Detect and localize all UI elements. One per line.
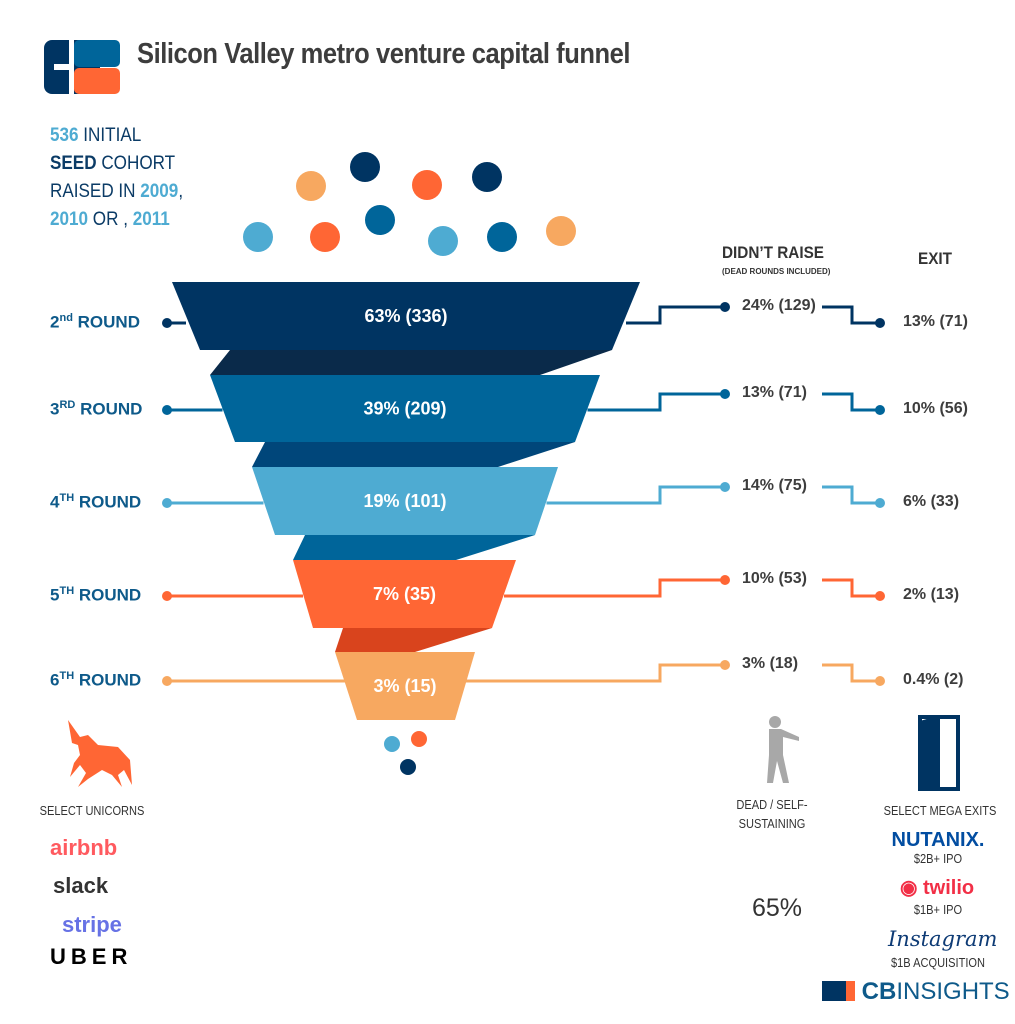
left-dot — [162, 676, 172, 686]
twilio-icon: ◉ — [900, 877, 918, 899]
didnt-raise-subheader: (DEAD ROUNDS INCLUDED) — [722, 267, 831, 276]
funnel-value: 39% (209) — [363, 399, 446, 419]
didnt-raise-dot — [720, 575, 730, 585]
left-dot — [162, 498, 172, 508]
didnt-raise-dot — [720, 660, 730, 670]
funnel-band-2 — [172, 282, 640, 350]
funnel-connector — [293, 535, 535, 560]
exit-line — [822, 578, 880, 598]
exit-value: 0.4% (2) — [903, 671, 964, 688]
didnt-raise-header: DIDN’T RAISE — [722, 243, 825, 262]
didnt-raise-dot — [720, 482, 730, 492]
nutanix-logo: NUTANIX. — [891, 829, 985, 851]
round-label: 2nd ROUND — [50, 312, 140, 332]
slack-logo: slack — [53, 873, 109, 898]
funnel-value: 19% (101) — [363, 491, 446, 511]
seed-dots — [243, 152, 576, 256]
airbnb-logo: airbnb — [50, 835, 118, 860]
exit-value: 13% (71) — [903, 313, 968, 330]
funnel-connector — [210, 350, 612, 375]
exit-dot — [875, 676, 885, 686]
cohort-description: 536 INITIAL SEED COHORT RAISED IN 2009, … — [50, 125, 184, 230]
dead-title: DEAD / SELF- SUSTAINING — [736, 797, 808, 831]
stripe-logo: stripe — [62, 912, 122, 937]
funnel-value: 3% (15) — [373, 676, 436, 696]
didnt-raise-line — [587, 392, 725, 412]
instagram-note: $1B ACQUISITION — [891, 955, 985, 970]
funnel-band-5 — [293, 560, 516, 628]
didnt-raise-line — [465, 663, 725, 683]
twilio-logo: ◉ twilio — [900, 877, 975, 899]
didnt-raise-dot — [720, 389, 730, 399]
exit-value: 10% (56) — [903, 400, 968, 417]
didnt-raise-line — [626, 305, 725, 325]
didnt-raise-value: 3% (18) — [742, 655, 799, 672]
uber-logo: UBER — [50, 944, 133, 969]
page-title: Silicon Valley metro venture capital fun… — [137, 38, 631, 70]
exit-dot — [875, 405, 885, 415]
didnt-raise-value: 24% (129) — [742, 297, 816, 314]
funnel-connector — [252, 442, 575, 467]
left-dot — [162, 591, 172, 601]
didnt-raise-line — [546, 485, 725, 505]
funnel-band-4 — [252, 467, 558, 535]
round-label: 5TH ROUND — [50, 585, 142, 605]
exit-line — [822, 663, 880, 683]
didnt-raise-value: 13% (71) — [742, 384, 807, 401]
unicorn-icon — [68, 720, 132, 787]
exit-line — [822, 392, 880, 412]
exit-header: EXIT — [918, 249, 953, 268]
unicorns-title: SELECT UNICORNS — [39, 803, 145, 818]
exit-line — [822, 485, 880, 505]
funnel-band-3 — [210, 375, 600, 442]
cb-logo-icon — [44, 40, 120, 94]
funnel-band-6 — [335, 652, 475, 720]
didnt-raise-value: 14% (75) — [742, 477, 807, 494]
twilio-note: $1B+ IPO — [913, 902, 963, 917]
cb-small-logo-icon — [822, 981, 855, 1001]
exit-dot — [875, 318, 885, 328]
zombie-icon — [767, 716, 799, 783]
round-label: 3RD ROUND — [50, 399, 143, 419]
left-dot — [162, 405, 172, 415]
didnt-raise-dot — [720, 302, 730, 312]
exit-value: 6% (33) — [903, 493, 960, 510]
exit-line — [822, 305, 880, 325]
didnt-raise-value: 10% (53) — [742, 570, 807, 587]
funnel-value: 63% (336) — [364, 306, 447, 326]
nutanix-note: $2B+ IPO — [913, 851, 963, 866]
left-dot — [162, 318, 172, 328]
instagram-logo: Instagram — [888, 927, 998, 951]
dead-percentage: 65% — [752, 894, 803, 922]
round-label: 4TH ROUND — [50, 492, 142, 512]
funnel-connector — [335, 628, 492, 652]
exit-dot — [875, 498, 885, 508]
remaining-dots — [384, 731, 427, 775]
funnel-value: 7% (35) — [373, 584, 436, 604]
cb-insights-brand: CBINSIGHTS — [822, 978, 1010, 1006]
exit-value: 2% (13) — [903, 586, 960, 603]
exits-title: SELECT MEGA EXITS — [883, 803, 997, 818]
didnt-raise-line — [504, 578, 725, 598]
exit-dot — [875, 591, 885, 601]
door-icon — [918, 715, 960, 791]
round-label: 6TH ROUND — [50, 670, 142, 690]
